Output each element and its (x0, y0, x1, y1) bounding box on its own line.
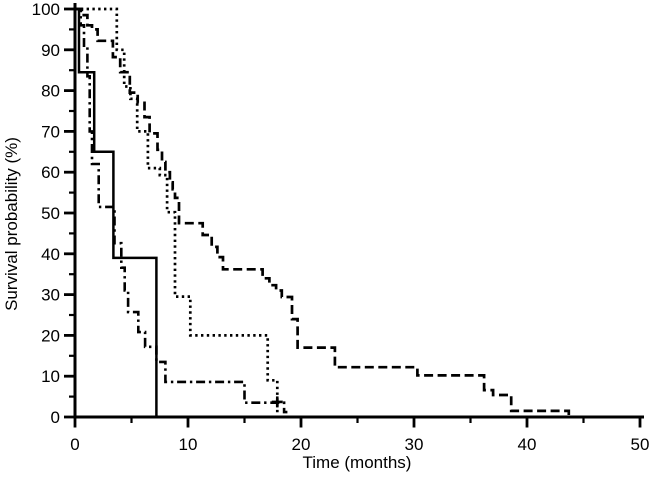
y-tick-label: 50 (41, 204, 60, 223)
y-tick-label: 60 (41, 163, 60, 182)
y-tick-label: 40 (41, 245, 60, 264)
y-axis-title: Survival probability (%) (2, 137, 21, 311)
survival-curve-solid (75, 7, 158, 417)
x-tick-label: 20 (292, 435, 311, 454)
x-tick-label: 50 (631, 435, 650, 454)
y-tick-label: 20 (41, 326, 60, 345)
survival-curve-dashed (75, 7, 571, 415)
survival-curve-dash-dot (75, 7, 288, 414)
x-tick-label: 40 (518, 435, 537, 454)
survival-curve-dotted (75, 7, 279, 417)
y-tick-label: 90 (41, 41, 60, 60)
x-axis-title: Time (months) (303, 453, 412, 472)
y-tick-label: 10 (41, 367, 60, 386)
y-tick-label: 70 (41, 122, 60, 141)
y-tick-label: 30 (41, 286, 60, 305)
y-tick-label: 100 (32, 0, 60, 19)
y-tick-label: 80 (41, 82, 60, 101)
x-tick-label: 10 (179, 435, 198, 454)
x-tick-label: 30 (405, 435, 424, 454)
x-tick-label: 0 (70, 435, 79, 454)
y-tick-label: 0 (51, 408, 60, 427)
